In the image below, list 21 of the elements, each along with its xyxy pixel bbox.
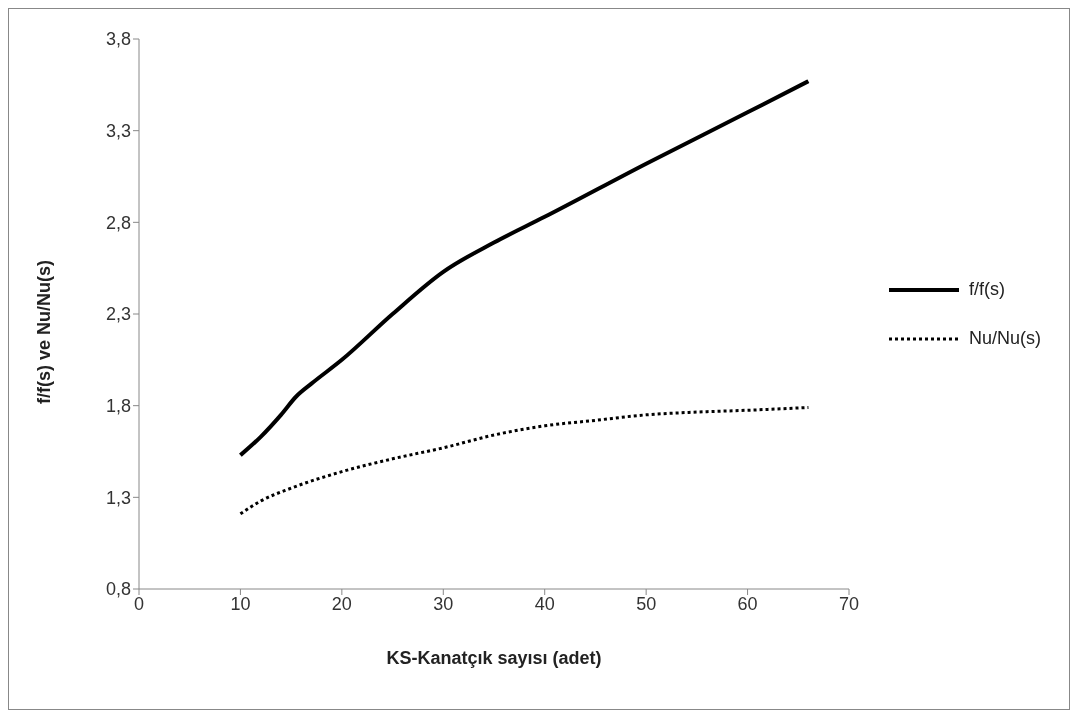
y-tick-label: 2,8	[105, 212, 131, 233]
y-tick-label: 2,3	[105, 304, 131, 325]
x-tick-label: 50	[636, 593, 657, 614]
x-tick-label: 40	[534, 593, 555, 614]
y-tick-label: 1,8	[105, 396, 131, 417]
y-axis-title: f/f(s) ve Nu/Nu(s)	[34, 259, 55, 404]
x-tick-label: 10	[230, 593, 251, 614]
line-series	[238, 406, 810, 516]
x-tick-label: 20	[331, 593, 352, 614]
legend-label: Nu/Nu(s)	[969, 328, 1042, 349]
y-tick-label: 0,8	[105, 579, 131, 600]
x-tick-label: 0	[133, 593, 145, 614]
line-series	[238, 79, 811, 458]
x-tick-label: 30	[433, 593, 454, 614]
x-tick-label: 60	[737, 593, 758, 614]
x-tick-label: 70	[838, 593, 860, 614]
x-axis-title: KS-Kanatçık sayısı (adet)	[386, 648, 602, 668]
y-tick-label: 3,8	[105, 29, 131, 50]
y-tick-label: 1,3	[105, 487, 131, 508]
y-tick-label: 3,3	[105, 121, 131, 142]
legend-label: f/f(s)	[969, 279, 1005, 300]
